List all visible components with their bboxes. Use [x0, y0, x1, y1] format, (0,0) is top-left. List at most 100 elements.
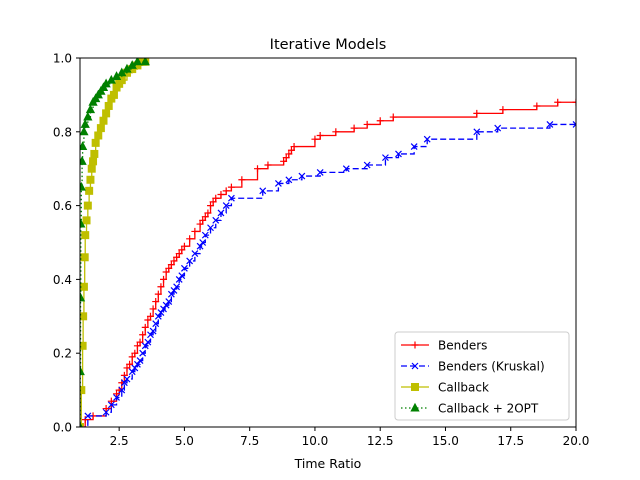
series-3-point	[90, 149, 99, 158]
series-1-point	[264, 161, 272, 169]
series-4-point	[80, 421, 83, 427]
series-3-point	[94, 131, 103, 140]
legend-marker	[411, 383, 419, 391]
series-3-point	[81, 231, 90, 240]
series-1-point	[363, 120, 371, 128]
series-1-point	[199, 216, 207, 224]
series-1-point	[180, 242, 188, 250]
series-2-point	[410, 143, 418, 150]
series-2-point	[201, 231, 209, 239]
series-3-point	[104, 101, 113, 110]
series-2	[80, 120, 576, 427]
series-1-point	[217, 191, 225, 199]
series-2-point	[196, 242, 204, 250]
series-2-point	[165, 298, 173, 305]
series-2-point	[84, 412, 92, 420]
series-2-point	[274, 180, 282, 187]
series-1-point	[173, 253, 181, 261]
legend-label: Callback	[438, 381, 489, 395]
series-2-point	[494, 124, 502, 132]
series-3-point	[109, 90, 118, 99]
series-1-point	[204, 209, 212, 217]
legend-marker	[411, 341, 419, 349]
series-2-point	[473, 128, 481, 136]
series-1-point	[102, 405, 110, 413]
legend-label: Benders	[438, 339, 487, 353]
series-1-point	[282, 154, 290, 162]
series-1-point	[165, 264, 173, 272]
series-2-point	[149, 327, 157, 335]
series-2-point	[199, 239, 207, 246]
series-1-point	[285, 150, 293, 158]
series-3-point	[80, 282, 88, 291]
series-2-point	[382, 154, 389, 162]
series-3-point	[91, 138, 100, 147]
series-3-point	[80, 312, 88, 321]
series-4-point	[83, 111, 93, 121]
y-tick-label: 0.8	[53, 125, 72, 139]
series-1-point	[146, 312, 154, 320]
series-2-point	[107, 401, 115, 409]
series-2-point	[173, 283, 181, 291]
legend-marker	[410, 402, 420, 412]
series-1-point	[389, 113, 397, 121]
series-4-point	[80, 119, 90, 128]
series-1-point	[207, 202, 215, 210]
series-1-point	[533, 102, 541, 110]
series-3-point	[86, 175, 95, 184]
series-2-point	[154, 312, 162, 320]
series-4-point	[80, 141, 88, 151]
series-1-point	[128, 353, 136, 361]
series-2-point	[222, 202, 230, 210]
series-1-point	[280, 157, 288, 165]
axes: 2.5 5.0 7.5 10.0 12.5 15.0 17.5 20.0 0.0 0.2 0.4 0.…	[53, 52, 589, 449]
series-1-point	[287, 146, 295, 154]
y-tick-label: 0.6	[53, 199, 72, 213]
legend-label: Benders (Kruskal)	[438, 360, 545, 374]
series-2-point	[141, 342, 149, 350]
series-2-point	[152, 320, 160, 328]
series-2-point	[546, 120, 554, 128]
series-1-point	[186, 235, 194, 243]
series-1-point	[157, 283, 165, 291]
y-tick-label: 0.2	[53, 347, 72, 361]
series-1-point	[332, 128, 340, 136]
series-1-point	[136, 338, 144, 346]
series-1-point	[167, 261, 175, 269]
series-2-point	[113, 394, 120, 401]
series-3-point	[83, 201, 92, 210]
series-2-point	[160, 305, 167, 313]
series-2-point	[128, 368, 136, 376]
series-4-point	[80, 126, 89, 136]
series-2-point	[207, 224, 214, 232]
series-2-point	[147, 331, 154, 339]
series-1-point	[191, 227, 199, 235]
y-tick-label: 0.4	[53, 273, 72, 287]
series-2-point	[102, 408, 110, 416]
series-2-point	[170, 287, 178, 294]
series-2-point	[167, 290, 175, 298]
series-2-point	[227, 194, 235, 202]
series-3-point	[82, 216, 91, 225]
series-2-point	[178, 272, 186, 280]
x-tick-label: 12.5	[367, 434, 394, 448]
series-2-point	[423, 135, 431, 143]
series-1-point	[107, 397, 115, 405]
x-tick-label: 17.5	[497, 434, 524, 448]
series-1-point	[238, 176, 246, 184]
series-2-point	[316, 168, 324, 176]
series-2-point	[285, 176, 293, 184]
series-2-point	[139, 349, 147, 357]
series-1-point	[141, 323, 149, 331]
series-4-point	[80, 218, 86, 228]
x-tick-label: 2.5	[110, 434, 129, 448]
series-1-point	[209, 198, 217, 206]
series-2-point	[395, 150, 402, 158]
series-2-point	[180, 264, 188, 272]
series-1-point	[572, 98, 576, 106]
series-2-point	[120, 379, 128, 387]
x-tick-label: 5.0	[175, 434, 194, 448]
series-2-point	[212, 216, 220, 224]
series-1-point	[175, 250, 183, 258]
